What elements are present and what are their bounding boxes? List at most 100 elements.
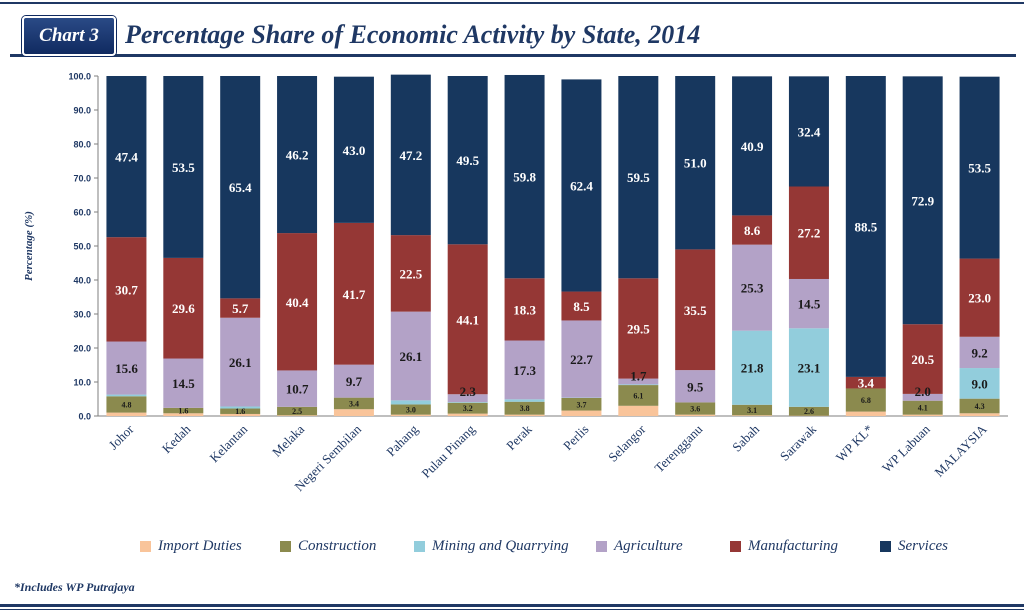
x-tick-label: Kedah <box>159 421 194 456</box>
bar-segment-construction <box>902 400 943 415</box>
bar-segment-manufacturing <box>788 186 829 279</box>
bar-segment-construction <box>220 408 261 414</box>
bar-segment-import_duties <box>902 414 943 416</box>
bar-segment-construction <box>390 404 431 415</box>
data-label-agriculture: 17.3 <box>513 363 536 378</box>
legend-label: Manufacturing <box>748 538 838 554</box>
y-tick-label: 20.0 <box>73 344 91 354</box>
chart-panel: 0.0 10.0 20.0 30.0 40.0 50.0 60.0 70.0 80.0 90.0 1… <box>10 60 1016 600</box>
data-label-agriculture: 2.3 <box>460 384 477 399</box>
data-label-manufacturing: 8.5 <box>573 299 590 314</box>
bar-segment-agriculture <box>732 244 773 331</box>
data-label-mining: 9.0 <box>971 376 987 391</box>
bar-segment-services <box>788 76 829 187</box>
bar-segment-services <box>277 76 318 234</box>
bar-segment-agriculture <box>163 358 204 408</box>
data-label-agriculture: 26.1 <box>399 349 422 364</box>
bar-segment-import_duties <box>732 415 773 416</box>
bar-segment-services <box>447 76 488 245</box>
data-label-manufacturing: 3.4 <box>858 376 875 391</box>
data-label-services: 65.4 <box>229 180 252 195</box>
bar-segment-services <box>959 76 1000 259</box>
data-label-agriculture: 2.0 <box>915 384 931 399</box>
data-label-services: 46.2 <box>286 148 309 163</box>
bar-segment-mining <box>788 328 829 407</box>
bar-segment-import_duties <box>163 413 204 416</box>
bar-segment-manufacturing <box>333 222 374 365</box>
data-label-manufacturing: 18.3 <box>513 302 536 317</box>
legend-swatch <box>596 541 607 552</box>
legend-label: Services <box>898 538 948 554</box>
bar-segment-construction <box>561 397 602 411</box>
bottom-rule <box>0 604 1024 607</box>
data-label-services: 72.9 <box>911 193 934 208</box>
x-tick-label: Pahang <box>383 421 421 459</box>
bar-segment-mining <box>959 368 1000 399</box>
data-label-manufacturing: 29.5 <box>627 321 650 336</box>
data-label-services: 53.5 <box>172 160 195 175</box>
bar-segment-mining <box>732 330 773 405</box>
data-label-manufacturing: 41.7 <box>343 287 366 302</box>
bar-segment-mining <box>390 400 431 405</box>
data-label-services: 88.5 <box>854 219 877 234</box>
data-label-agriculture: 9.5 <box>687 379 704 394</box>
bar-segment-import_duties <box>333 409 374 416</box>
legend-swatch <box>414 541 425 552</box>
data-label-construction: 3.1 <box>747 406 757 415</box>
bar-segment-mining <box>447 402 488 403</box>
data-label-construction: 4.3 <box>975 402 985 411</box>
y-tick-label: 100.0 <box>68 72 91 82</box>
top-rule <box>0 2 1024 4</box>
bar-segment-import_duties <box>845 411 886 416</box>
bar-segment-agriculture <box>220 317 261 407</box>
bar-segment-construction <box>277 406 318 416</box>
x-tick-label: WP Labuan <box>879 421 933 475</box>
bar-segment-import_duties <box>220 413 261 416</box>
data-label-services: 59.5 <box>627 170 650 185</box>
bar-segment-services <box>163 76 204 258</box>
y-tick-label: 40.0 <box>73 276 91 286</box>
data-label-construction: 3.0 <box>406 406 416 415</box>
bar-segment-services <box>504 74 545 279</box>
bar-segment-mining <box>504 399 545 402</box>
bar-segment-agriculture <box>333 364 374 398</box>
data-label-agriculture: 15.6 <box>115 361 138 376</box>
bar-segment-agriculture <box>788 278 829 329</box>
y-tick-label: 0.0 <box>78 412 91 422</box>
bar-segment-agriculture <box>106 341 147 395</box>
bar-segment-import_duties <box>390 414 431 416</box>
bar-segment-services <box>390 74 431 236</box>
bar-segment-construction <box>959 398 1000 414</box>
x-tick-label: Sarawak <box>777 421 820 464</box>
bar-segment-import_duties <box>618 405 659 416</box>
chart-badge: Chart 3 <box>22 16 116 56</box>
y-tick-label: 10.0 <box>73 378 91 388</box>
bar-segment-services <box>845 76 886 377</box>
chart-legend: Import Duties Construction Mining and Quar… <box>0 538 1024 558</box>
header-bar: Chart 3 Percentage Share of Economic Act… <box>10 8 1016 57</box>
bar-segment-construction <box>675 402 716 415</box>
bar-segment-manufacturing <box>959 258 1000 337</box>
y-tick-label: 70.0 <box>73 174 91 184</box>
data-label-manufacturing: 5.7 <box>232 301 249 316</box>
bar-segment-services <box>618 76 659 279</box>
data-label-services: 47.2 <box>399 148 422 163</box>
data-label-manufacturing: 35.5 <box>684 303 707 318</box>
bar-segment-services <box>220 76 261 299</box>
bar-segment-construction <box>618 385 659 406</box>
legend-label: Construction <box>298 538 377 554</box>
bar-segment-agriculture <box>390 311 431 401</box>
legend-item-services: Services <box>880 538 948 555</box>
data-label-agriculture: 26.1 <box>229 355 252 370</box>
data-label-construction: 3.8 <box>520 404 530 413</box>
y-tick-label: 80.0 <box>73 140 91 150</box>
bar-segment-manufacturing <box>390 235 431 312</box>
bar-segment-agriculture <box>504 340 545 400</box>
bar-segment-manufacturing <box>163 257 204 359</box>
data-label-services: 47.4 <box>115 150 138 165</box>
bar-segment-agriculture <box>561 320 602 398</box>
legend-swatch <box>280 541 291 552</box>
data-label-manufacturing: 44.1 <box>456 312 479 327</box>
y-tick-label: 30.0 <box>73 310 91 320</box>
bar-segment-agriculture <box>277 370 318 407</box>
